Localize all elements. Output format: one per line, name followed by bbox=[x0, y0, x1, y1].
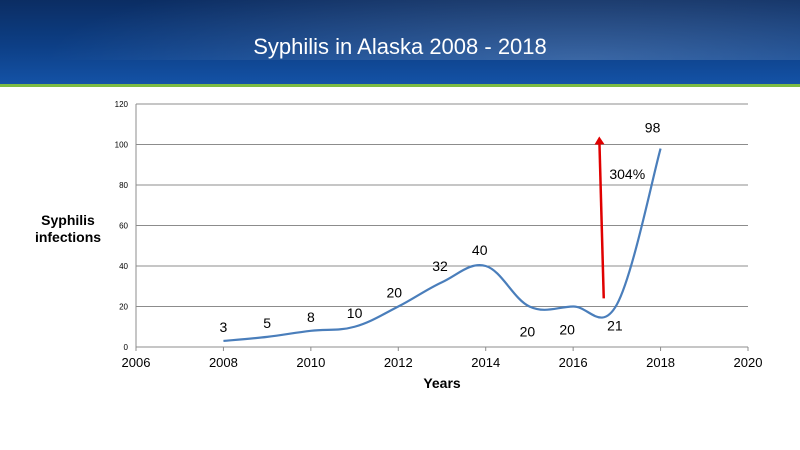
y-tick-label-100: 100 bbox=[115, 141, 129, 150]
data-label-2012: 20 bbox=[386, 285, 402, 301]
x-tick-label-2018: 2018 bbox=[646, 355, 675, 370]
header-accent-rule bbox=[0, 84, 800, 87]
x-tick-label-2012: 2012 bbox=[384, 355, 413, 370]
y-tick-label-40: 40 bbox=[119, 262, 128, 271]
x-tick-label-2008: 2008 bbox=[209, 355, 238, 370]
data-label-2013: 32 bbox=[432, 258, 448, 274]
x-tick-label-2010: 2010 bbox=[296, 355, 325, 370]
y-tick-label-20: 20 bbox=[119, 303, 128, 312]
x-tick-label-2006: 2006 bbox=[122, 355, 151, 370]
y-axis-label-line-1: Syphilis bbox=[41, 212, 95, 228]
slide-title: Syphilis in Alaska 2008 - 2018 bbox=[253, 34, 547, 59]
x-tick-label-2014: 2014 bbox=[471, 355, 500, 370]
data-label-2011: 10 bbox=[347, 305, 363, 321]
data-label-2010: 8 bbox=[307, 309, 315, 325]
y-axis-label: Syphilis infections bbox=[28, 212, 108, 246]
data-label-2017: 21 bbox=[607, 317, 623, 333]
data-label-2016: 20 bbox=[559, 322, 575, 338]
data-label-2008: 3 bbox=[220, 319, 228, 335]
x-tick-label-2016: 2016 bbox=[559, 355, 588, 370]
slide-header: Syphilis in Alaska 2008 - 2018 bbox=[0, 0, 800, 84]
data-label-2009: 5 bbox=[263, 315, 271, 331]
y-tick-label-60: 60 bbox=[119, 222, 128, 231]
y-tick-label-120: 120 bbox=[115, 100, 129, 109]
header-sheen bbox=[0, 0, 800, 60]
y-axis-label-line-2: infections bbox=[34, 229, 102, 245]
growth-arrow bbox=[594, 136, 605, 299]
data-label-2014: 40 bbox=[472, 242, 488, 258]
series-line bbox=[223, 148, 662, 343]
y-tick-label-0: 0 bbox=[124, 343, 129, 352]
data-label-2015: 20 bbox=[520, 324, 536, 340]
y-tick-label-80: 80 bbox=[119, 181, 128, 190]
x-axis-title: Years bbox=[423, 375, 461, 391]
x-tick-label-2020: 2020 bbox=[734, 355, 763, 370]
growth-annotation-label: 304% bbox=[609, 166, 645, 182]
data-label-2018: 98 bbox=[645, 120, 661, 136]
